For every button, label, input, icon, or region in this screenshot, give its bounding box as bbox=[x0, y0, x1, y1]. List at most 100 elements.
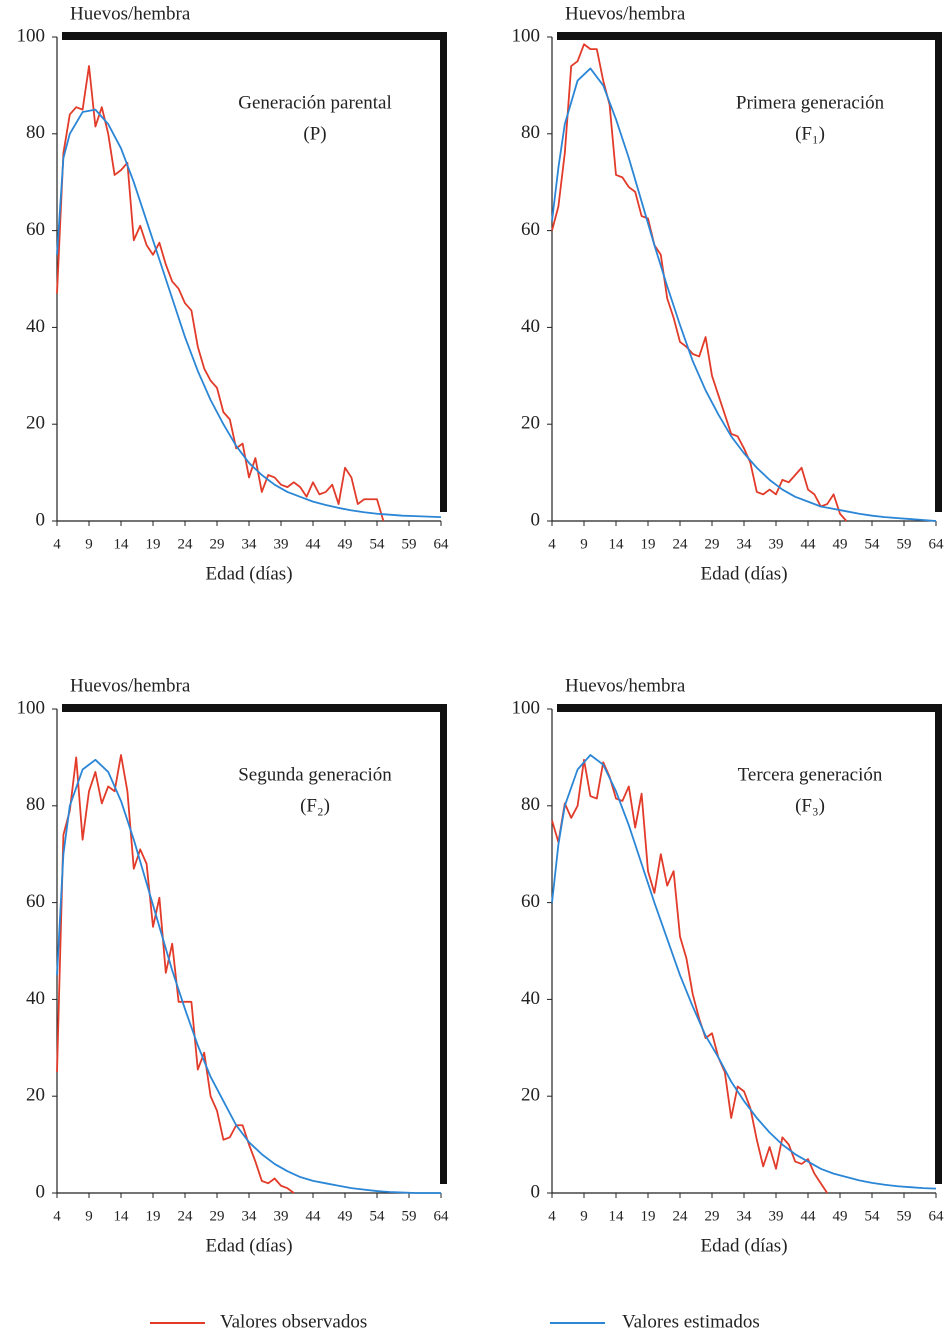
x-tick-label: 64 bbox=[434, 536, 450, 552]
x-tick-label: 24 bbox=[673, 536, 689, 552]
y-tick-label: 80 bbox=[521, 122, 540, 143]
y-tick-label: 80 bbox=[26, 122, 45, 143]
x-tick-label: 19 bbox=[641, 1208, 656, 1224]
x-tick-label: 14 bbox=[609, 1208, 625, 1224]
y-tick-label: 100 bbox=[512, 25, 541, 46]
x-axis-label: Edad (días) bbox=[700, 1235, 787, 1256]
panel-subtitle: (F₁) bbox=[795, 123, 825, 144]
x-tick-label: 4 bbox=[548, 1208, 556, 1224]
x-axis-label: Edad (días) bbox=[205, 563, 292, 584]
x-tick-label: 44 bbox=[306, 1208, 322, 1224]
x-tick-label: 64 bbox=[929, 536, 945, 552]
x-tick-label: 34 bbox=[242, 1208, 258, 1224]
x-tick-label: 34 bbox=[242, 536, 258, 552]
x-tick-label: 64 bbox=[929, 1208, 945, 1224]
x-tick-label: 59 bbox=[402, 536, 417, 552]
y-tick-label: 40 bbox=[26, 316, 45, 337]
frame-top bbox=[62, 32, 447, 40]
y-tick-label: 40 bbox=[26, 988, 45, 1009]
estimated-line bbox=[56, 758, 441, 1194]
x-tick-label: 19 bbox=[146, 1208, 161, 1224]
x-tick-label: 59 bbox=[402, 1208, 417, 1224]
x-tick-label: 34 bbox=[737, 1208, 753, 1224]
x-axis-label: Edad (días) bbox=[700, 563, 787, 584]
x-tick-label: 44 bbox=[801, 1208, 817, 1224]
frame-top bbox=[62, 704, 447, 712]
panel-title: Segunda generación bbox=[238, 764, 392, 785]
panel-subtitle: (F₂) bbox=[300, 795, 330, 816]
x-tick-label: 44 bbox=[306, 536, 322, 552]
x-tick-label: 54 bbox=[865, 536, 881, 552]
x-tick-label: 39 bbox=[274, 536, 289, 552]
x-tick-label: 39 bbox=[274, 1208, 289, 1224]
x-tick-label: 59 bbox=[897, 536, 912, 552]
x-tick-label: 24 bbox=[673, 1208, 689, 1224]
y-tick-label: 0 bbox=[36, 1181, 46, 1202]
x-tick-label: 19 bbox=[641, 536, 656, 552]
x-tick-label: 9 bbox=[580, 536, 588, 552]
y-tick-label: 20 bbox=[521, 413, 540, 434]
x-tick-label: 39 bbox=[769, 536, 784, 552]
panel-title: Generación parental bbox=[238, 92, 392, 113]
x-tick-label: 14 bbox=[114, 536, 130, 552]
y-axis-label: Huevos/hembra bbox=[70, 675, 191, 696]
x-tick-label: 49 bbox=[338, 1208, 353, 1224]
panel-subtitle: (F₃) bbox=[795, 795, 825, 816]
y-tick-label: 0 bbox=[531, 509, 541, 530]
legend-label: Valores estimados bbox=[622, 1311, 760, 1332]
x-tick-label: 34 bbox=[737, 536, 753, 552]
y-tick-label: 60 bbox=[26, 891, 45, 912]
frame-top bbox=[557, 32, 942, 40]
y-axis-label: Huevos/hembra bbox=[565, 3, 686, 24]
observed-line bbox=[551, 758, 828, 1194]
x-tick-label: 54 bbox=[370, 536, 386, 552]
x-tick-label: 4 bbox=[53, 536, 61, 552]
x-tick-label: 4 bbox=[548, 536, 556, 552]
y-tick-label: 80 bbox=[521, 794, 540, 815]
y-tick-label: 100 bbox=[17, 25, 46, 46]
x-axis-label: Edad (días) bbox=[205, 1235, 292, 1256]
x-tick-label: 9 bbox=[85, 536, 93, 552]
legend-label: Valores observados bbox=[220, 1311, 367, 1332]
y-tick-label: 20 bbox=[26, 413, 45, 434]
x-tick-label: 59 bbox=[897, 1208, 912, 1224]
frame-right bbox=[440, 704, 447, 1184]
y-tick-label: 60 bbox=[26, 219, 45, 240]
frame-right bbox=[935, 704, 942, 1184]
y-tick-label: 60 bbox=[521, 219, 540, 240]
estimated-line bbox=[551, 754, 937, 1190]
panel-title: Tercera generación bbox=[738, 764, 883, 785]
x-tick-label: 24 bbox=[178, 1208, 194, 1224]
y-tick-label: 20 bbox=[521, 1085, 540, 1106]
x-tick-label: 44 bbox=[801, 536, 817, 552]
estimated-line bbox=[56, 108, 442, 519]
x-tick-label: 29 bbox=[210, 1208, 225, 1224]
x-tick-label: 9 bbox=[580, 1208, 588, 1224]
frame-right bbox=[935, 32, 942, 512]
y-tick-label: 100 bbox=[512, 697, 541, 718]
x-tick-label: 49 bbox=[338, 536, 353, 552]
x-tick-label: 14 bbox=[609, 536, 625, 552]
y-tick-label: 0 bbox=[531, 1181, 541, 1202]
x-tick-label: 64 bbox=[434, 1208, 450, 1224]
y-tick-label: 20 bbox=[26, 1085, 45, 1106]
x-tick-label: 4 bbox=[53, 1208, 61, 1224]
x-tick-label: 49 bbox=[833, 536, 848, 552]
x-tick-label: 29 bbox=[705, 536, 720, 552]
frame-top bbox=[557, 704, 942, 712]
x-tick-label: 29 bbox=[705, 1208, 720, 1224]
observed-line bbox=[56, 65, 385, 522]
x-tick-label: 29 bbox=[210, 536, 225, 552]
y-tick-label: 80 bbox=[26, 794, 45, 815]
panel-subtitle: (P) bbox=[303, 123, 326, 144]
x-tick-label: 19 bbox=[146, 536, 161, 552]
x-tick-label: 54 bbox=[370, 1208, 386, 1224]
observed-line bbox=[551, 43, 848, 522]
y-tick-label: 100 bbox=[17, 697, 46, 718]
y-tick-label: 40 bbox=[521, 316, 540, 337]
panel-title: Primera generación bbox=[736, 92, 885, 113]
x-tick-label: 49 bbox=[833, 1208, 848, 1224]
x-tick-label: 39 bbox=[769, 1208, 784, 1224]
x-tick-label: 24 bbox=[178, 536, 194, 552]
